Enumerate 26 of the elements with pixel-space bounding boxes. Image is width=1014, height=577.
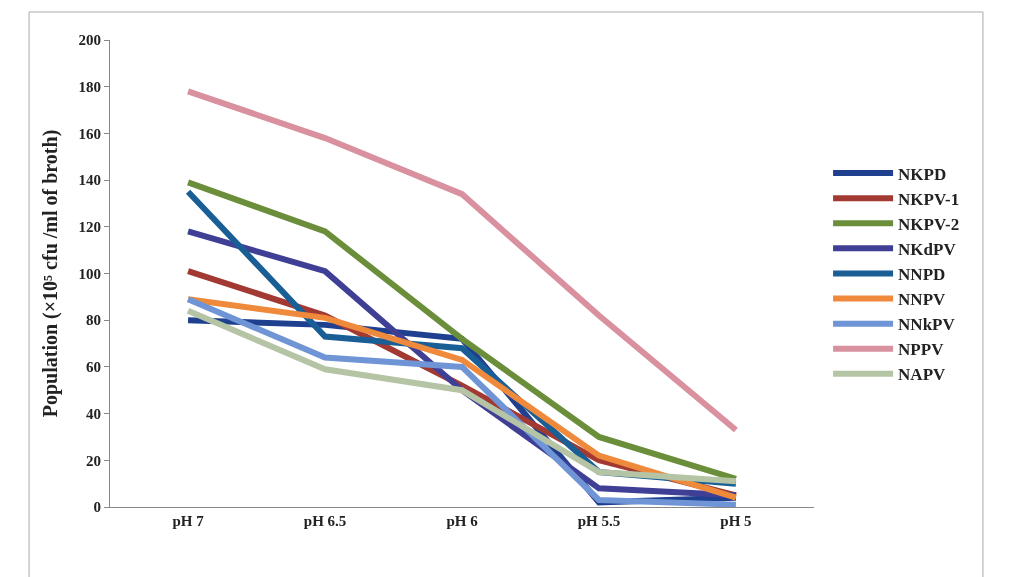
y-tick-label: 200 bbox=[78, 32, 101, 49]
y-tick-label: 140 bbox=[78, 172, 101, 189]
x-tick-label: pH 7 bbox=[172, 513, 205, 529]
y-tick-label: 60 bbox=[86, 359, 101, 376]
y-tick-label: 160 bbox=[78, 125, 101, 142]
y-axis-title: Population (×10⁵ cfu /ml of broth) bbox=[39, 129, 62, 418]
x-tick-label: pH 6 bbox=[446, 513, 479, 529]
legend-label: NNkPV bbox=[898, 315, 956, 335]
y-tick-label: 0 bbox=[93, 499, 101, 516]
y-tick-label: 120 bbox=[78, 219, 101, 236]
y-tick-label: 20 bbox=[86, 452, 101, 469]
x-tick-label: pH 6.5 bbox=[303, 513, 347, 529]
legend-label: NAPV bbox=[898, 365, 947, 385]
legend-label: NNPV bbox=[898, 290, 947, 310]
legend-label: NNPD bbox=[898, 265, 946, 285]
x-tick-label: pH 5 bbox=[720, 513, 752, 529]
x-tick-label: pH 5.5 bbox=[577, 513, 621, 529]
legend-label: NKPV-2 bbox=[898, 214, 960, 234]
legend-label: NKPD bbox=[898, 164, 947, 184]
y-tick-label: 80 bbox=[86, 312, 101, 329]
legend-label: NPPV bbox=[898, 340, 945, 360]
legend-label: NKdPV bbox=[898, 239, 957, 259]
legend-label: NKPV-1 bbox=[898, 189, 960, 209]
y-tick-label: 40 bbox=[86, 405, 101, 422]
y-tick-label: 100 bbox=[78, 265, 101, 282]
y-tick-label: 180 bbox=[78, 78, 101, 95]
